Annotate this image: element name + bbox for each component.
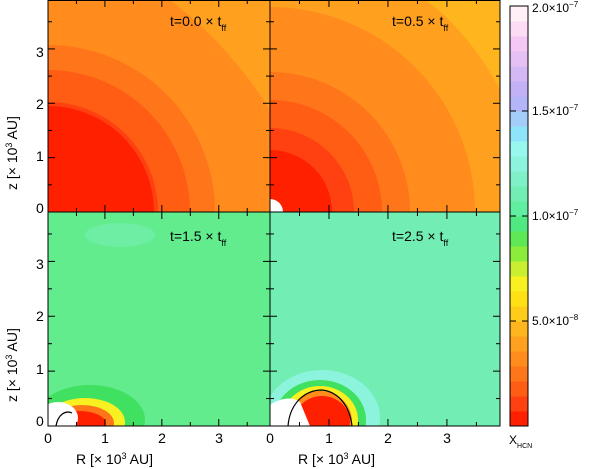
colorbar-band	[510, 126, 528, 142]
colorbar-band	[510, 66, 528, 82]
colorbar-tick-label: 2.0×10−7	[532, 0, 579, 15]
y-tick-labels-top: 3 2 1 0	[36, 44, 44, 216]
colorbar-band	[510, 141, 528, 157]
panel-labels: t=0.0 × tff t=0.5 × tff t=1.5 × tff t=2.…	[170, 13, 449, 248]
panel-t0	[48, 0, 270, 212]
x-tick-label: 0	[44, 430, 52, 446]
y-tick-label: 3	[36, 44, 44, 60]
x-tick-labels-left: 0 1 2 3	[44, 430, 223, 446]
colorbar-band	[510, 96, 528, 112]
x-axis-title-right: R [× 103 AU]	[298, 451, 375, 467]
panel-t15	[48, 212, 270, 426]
panel-t0-band-5	[48, 106, 154, 212]
x-tick-label: 0	[266, 430, 274, 446]
panel-label-t05: t=0.5 × tff	[392, 13, 449, 33]
colorbar-band	[510, 321, 528, 337]
panel-t15-contour	[55, 411, 73, 426]
colorbar-band	[510, 381, 528, 397]
colorbar-band	[510, 186, 528, 202]
colorbar-band	[510, 231, 528, 247]
x-tick-label: 1	[325, 430, 333, 446]
y-tick-label: 3	[36, 256, 44, 272]
colorbar-tick-label: 5.0×10−8	[532, 313, 579, 328]
y-tick-label: 0	[36, 200, 44, 216]
panel-label-t0: t=0.0 × tff	[170, 13, 227, 33]
colorbar-band	[510, 171, 528, 187]
panel-t05-core	[270, 199, 283, 212]
colorbar-band	[510, 21, 528, 37]
panel-label-t15: t=1.5 × tff	[170, 228, 227, 248]
panel-label-t25: t=2.5 × tff	[392, 228, 449, 248]
x-tick-label: 2	[384, 430, 392, 446]
colorbar-band	[510, 51, 528, 67]
colorbar-ticks	[510, 5, 528, 322]
colorbar-band	[510, 336, 528, 352]
x-tick-label: 1	[101, 430, 109, 446]
colorbar-band	[510, 201, 528, 217]
colorbar-band	[510, 36, 528, 52]
colorbar-band	[510, 246, 528, 262]
x-tick-label: 2	[158, 430, 166, 446]
colorbar-band	[510, 111, 528, 127]
colorbar-band	[510, 306, 528, 322]
y-tick-label: 2	[36, 96, 44, 112]
x-tick-label: 3	[443, 430, 451, 446]
colorbar-band	[510, 261, 528, 277]
y-axis-title-top: z [× 103 AU]	[4, 116, 20, 190]
colorbar-tick-labels: 5.0×10−8 1.0×10−7 1.5×10−7 2.0×10−7	[532, 0, 579, 328]
colorbar-band	[510, 156, 528, 172]
x-tick-label: 3	[215, 430, 223, 446]
y-axis-title-bottom: z [× 103 AU]	[4, 328, 20, 402]
colorbar-band	[510, 276, 528, 292]
y-tick-label: 1	[36, 361, 44, 377]
colorbar-band	[510, 411, 528, 427]
panel-t05	[270, 0, 500, 212]
colorbar	[510, 6, 528, 427]
panel-t05-band-6	[270, 150, 332, 212]
colorbar-band	[510, 6, 528, 22]
panel-t15-band-1	[85, 223, 155, 247]
colorbar-band	[510, 366, 528, 382]
panel-t25-contour	[287, 389, 353, 426]
colorbar-tick-label: 1.0×10−7	[532, 208, 579, 223]
y-tick-labels-bottom: 3 2 1 0	[36, 256, 44, 429]
x-axis-title-left: R [× 103 AU]	[76, 451, 153, 467]
axis-ticks	[47, 0, 500, 427]
x-tick-labels-right: 0 1 2 3	[266, 430, 451, 446]
y-tick-label: 2	[36, 308, 44, 324]
colorbar-title: XHCN	[509, 433, 532, 450]
y-tick-label: 0	[36, 413, 44, 429]
colorbar-band	[510, 291, 528, 307]
colorbar-band	[510, 216, 528, 232]
panel-t25-band-5	[294, 396, 350, 426]
colorbar-tick-label: 1.5×10−7	[532, 103, 579, 118]
panel-t25	[270, 212, 500, 426]
y-tick-label: 1	[36, 148, 44, 164]
colorbar-band	[510, 351, 528, 367]
colorbar-band	[510, 81, 528, 97]
colorbar-band	[510, 396, 528, 412]
panel-t25-core	[270, 398, 310, 426]
